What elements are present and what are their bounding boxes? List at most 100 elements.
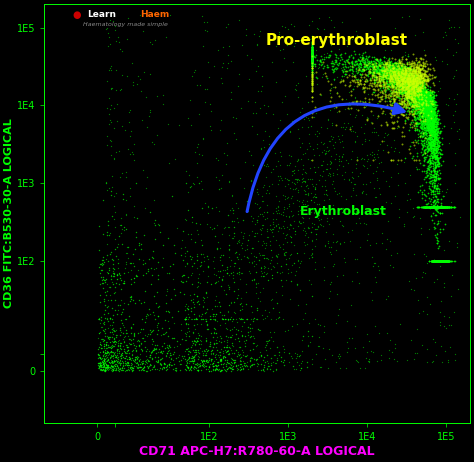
Point: [433, 203, 440, 211]
Point: [386, 79, 393, 87]
Point: [282, 328, 289, 335]
Point: [394, 74, 401, 81]
Point: [218, 230, 226, 237]
Point: [397, 82, 404, 89]
Point: [422, 91, 430, 98]
Point: [260, 255, 267, 262]
Point: [290, 43, 298, 50]
Point: [188, 280, 196, 288]
Point: [440, 203, 448, 211]
Point: [435, 257, 442, 265]
Point: [427, 103, 435, 110]
Point: [414, 84, 421, 91]
Point: [415, 92, 422, 99]
Point: [386, 73, 394, 80]
Point: [416, 79, 424, 86]
Point: [290, 260, 298, 267]
Point: [413, 70, 420, 77]
Point: [432, 203, 439, 211]
Point: [132, 345, 139, 352]
Point: [438, 203, 445, 211]
Point: [433, 142, 440, 150]
Point: [123, 359, 130, 367]
Point: [421, 75, 428, 83]
Point: [434, 203, 441, 211]
Point: [421, 98, 429, 106]
Point: [308, 51, 316, 59]
Point: [420, 141, 428, 149]
Point: [270, 367, 277, 374]
Point: [401, 76, 409, 83]
Point: [414, 130, 422, 137]
Point: [430, 203, 438, 211]
Point: [224, 365, 231, 372]
Point: [441, 257, 449, 265]
Point: [408, 88, 416, 96]
Point: [247, 151, 255, 158]
Point: [428, 105, 436, 112]
Point: [210, 362, 217, 370]
Point: [432, 257, 440, 265]
Point: [263, 189, 270, 197]
Point: [217, 357, 224, 365]
Point: [400, 91, 407, 99]
Point: [114, 366, 122, 373]
Point: [124, 361, 132, 369]
Point: [308, 53, 316, 60]
Point: [110, 358, 118, 365]
Point: [421, 105, 428, 113]
Point: [376, 70, 384, 78]
Point: [437, 257, 445, 265]
Point: [411, 96, 419, 103]
Point: [421, 88, 428, 96]
Point: [419, 116, 427, 123]
Point: [429, 104, 437, 111]
Point: [431, 257, 439, 265]
Point: [388, 81, 396, 89]
Point: [236, 360, 244, 368]
Point: [445, 203, 452, 211]
Point: [390, 80, 398, 88]
Point: [403, 75, 410, 82]
Point: [433, 257, 440, 265]
Point: [409, 103, 417, 110]
Point: [433, 170, 440, 177]
Point: [287, 238, 294, 246]
Point: [199, 268, 207, 275]
Point: [414, 86, 422, 93]
Point: [412, 102, 419, 109]
Point: [352, 356, 359, 364]
Point: [413, 102, 420, 109]
Point: [348, 147, 356, 154]
Point: [135, 255, 143, 262]
Point: [433, 139, 440, 146]
Point: [401, 65, 409, 72]
Point: [420, 88, 428, 96]
Point: [443, 257, 451, 265]
Point: [108, 362, 116, 370]
Point: [403, 60, 411, 67]
Point: [217, 251, 224, 259]
Point: [420, 146, 428, 153]
Point: [438, 257, 445, 265]
Point: [427, 126, 435, 133]
Point: [237, 299, 245, 306]
Point: [420, 100, 428, 107]
Point: [437, 257, 444, 265]
Point: [421, 91, 429, 98]
Point: [428, 142, 436, 150]
Point: [181, 316, 189, 323]
Point: [420, 102, 428, 109]
Point: [435, 257, 443, 265]
Point: [150, 346, 158, 353]
Point: [303, 240, 311, 248]
Point: [381, 72, 389, 79]
Point: [435, 257, 442, 265]
Point: [410, 80, 417, 87]
Point: [420, 95, 428, 102]
Point: [308, 47, 316, 54]
Point: [437, 203, 444, 211]
Point: [369, 61, 376, 68]
Point: [383, 74, 390, 81]
Point: [262, 239, 270, 247]
